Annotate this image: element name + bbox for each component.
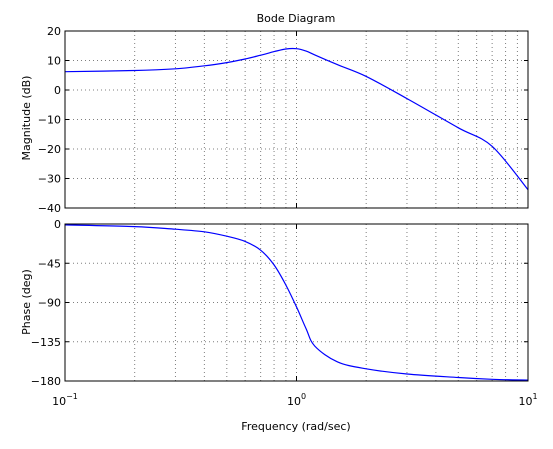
magnitude-y-tick-label: −10 [38, 114, 61, 127]
magnitude-y-tick-label: −30 [38, 173, 61, 186]
x-tick-label: 100 [287, 392, 306, 408]
magnitude-y-tick-label: 0 [54, 84, 61, 97]
phase-y-tick-label: −180 [31, 375, 61, 388]
magnitude-y-tick-label: −40 [38, 202, 61, 215]
magnitude-y-tick-label: 10 [47, 55, 61, 68]
phase-curve [64, 224, 529, 381]
phase-y-tick-label: 0 [54, 218, 61, 231]
x-axis-label: Frequency (rad/sec) [241, 420, 350, 433]
chart-title: Bode Diagram [257, 12, 336, 25]
x-tick-exponent: −1 [66, 392, 78, 401]
x-tick-base: 10 [287, 395, 301, 408]
phase-y-tick-label: −135 [31, 336, 61, 349]
x-tick-label: 10−1 [52, 392, 78, 408]
phase-axis-label: Phase (deg) [20, 269, 33, 335]
magnitude-axes-frame [64, 30, 529, 209]
x-tick-label: 101 [518, 392, 537, 408]
x-tick-exponent: 1 [532, 392, 537, 401]
x-tick-exponent: 0 [301, 392, 306, 401]
phase-plot: 0 −45 −90 −135 −180 [31, 218, 529, 388]
magnitude-axis-label: Magnitude (dB) [20, 76, 33, 161]
phase-y-tick-label: −45 [38, 257, 61, 270]
x-tick-base: 10 [518, 395, 532, 408]
magnitude-curve [64, 47, 529, 191]
x-tick-base: 10 [52, 395, 66, 408]
phase-plot-area [65, 224, 528, 381]
magnitude-plot: 20 10 0 −10 −20 −30 −40 [38, 25, 529, 215]
phase-axes-frame [64, 223, 529, 382]
magnitude-y-tick-label: 20 [47, 25, 61, 38]
magnitude-y-tick-label: −20 [38, 143, 61, 156]
phase-y-tick-label: −90 [38, 297, 61, 310]
